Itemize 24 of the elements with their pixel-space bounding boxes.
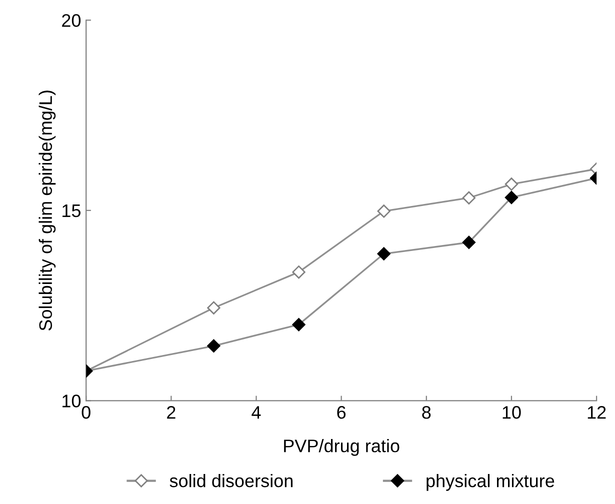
point	[377, 247, 390, 260]
legend-label: solid disoersion	[170, 474, 293, 488]
x-tick-label: 12	[588, 406, 606, 419]
point	[207, 339, 220, 352]
x-tick-label: 4	[252, 406, 261, 419]
point	[462, 191, 476, 204]
x-tick-label: 0	[82, 406, 90, 419]
y-tick-label: 10	[62, 394, 81, 408]
point	[504, 190, 518, 204]
point	[207, 301, 220, 314]
x-tick-label: 2	[167, 406, 176, 419]
point	[462, 236, 476, 249]
point	[377, 204, 390, 218]
x-tick-label: 10	[502, 406, 521, 419]
legend-label: physical mixture	[426, 474, 554, 491]
point	[504, 178, 518, 191]
x-tick-label: 6	[337, 406, 346, 419]
point	[292, 265, 306, 279]
x-axis-title: PVP/drug ratio	[284, 439, 400, 456]
x-tick-label: 8	[422, 406, 431, 419]
y-tick-label: 15	[62, 204, 80, 218]
point	[292, 318, 306, 332]
y-tick-label: 20	[62, 14, 81, 27]
y-axis-title: Solubility of glim epiride(mg/L)	[38, 90, 56, 331]
